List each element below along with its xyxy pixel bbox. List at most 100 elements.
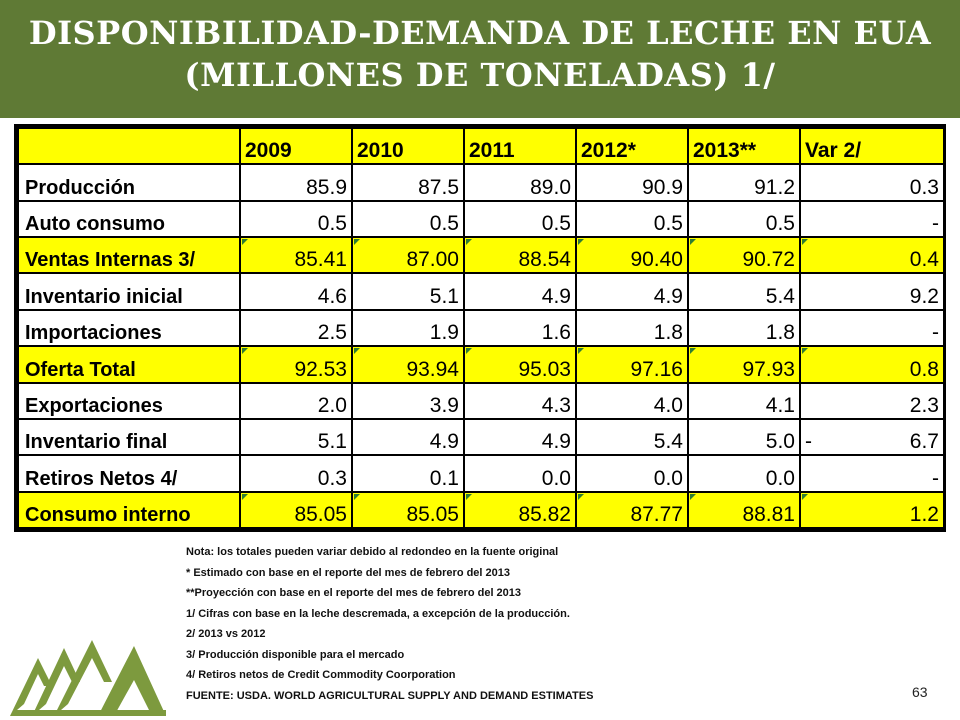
cell-value: 2.5 [317,321,347,345]
table-cell: 88.81 [687,490,801,530]
cell-value: 87.77 [630,503,683,526]
table-cell: 5.1 [351,272,465,311]
cell-value: 4.6 [317,284,347,308]
table-cell: - 6.7 [799,417,945,457]
cell-value: 5.4 [653,430,683,454]
column-header: 2013** [687,126,801,166]
cell-value: 97.93 [742,357,795,381]
cell-value: 1.2 [909,503,939,526]
table-cell: 4.0 [575,381,689,420]
table-cell: 2.0 [239,381,353,420]
footnote-line: * Estimado con base en el reporte del me… [186,566,511,579]
cell-value: 0.0 [653,466,683,490]
cell-value: 90.9 [642,175,683,199]
footnote-line: **Proyección con base en el reporte del … [186,587,522,599]
title-line-1: DISPONIBILIDAD-DEMANDA DE LECHE EN EUA [28,14,932,52]
table-cell: 85.9 [239,163,353,202]
table-cell: 89.0 [463,163,577,202]
table-row: Retiros Netos 4/0.3 0.1 0.0 0.0 0.0 - [17,454,945,493]
cell-value: 90.72 [742,248,795,272]
table-cell: 4.9 [351,417,465,457]
table-cell: 0.5 [463,199,577,239]
table-cell: 85.05 [351,490,465,530]
column-header: Var 2/ [799,126,945,166]
cell-value: 89.0 [530,175,571,199]
row-label: Inventario inicial [17,272,241,311]
column-header: 2009 [239,126,353,166]
table-cell: 4.1 [687,381,801,420]
table-row: Inventario inicial 4.6 5.1 4.9 4.9 5.4 9.2 [17,272,945,311]
table-row: Auto consumo 0.5 0.5 0.5 0.5 0.5 - [17,199,945,239]
table-cell: 85.05 [239,490,353,530]
table-row: Consumo interno 85.05 85.05 85.82 87.77 88.81… [17,490,945,530]
cell-value: 5.4 [765,284,795,308]
table-row: Producción 85.9 87.5 89.0 90.9 91.2 0.3 [17,163,945,202]
table-cell: 0.5 [351,199,465,239]
cell-value: 90.40 [630,248,683,272]
table-cell: 5.1 [239,417,353,457]
cell-value: 93.94 [406,357,459,381]
cell-value: 6.7 [909,430,939,454]
header-corner [17,126,241,166]
table-cell: 0.4 [799,236,945,275]
row-label: Retiros Netos 4/ [17,454,241,493]
row-label: Producción [17,163,241,202]
table-cell: 0.8 [799,345,945,384]
cell-value: 0.5 [541,212,571,236]
table-row: Importaciones 2.5 1.9 1.6 1.8 1.8 - [17,308,945,348]
table-cell: 4.9 [463,417,577,457]
cell-value: 97.16 [630,357,683,381]
cell-value: 0.5 [429,212,459,236]
cell-value: - [932,212,939,236]
cell-value: 0.0 [765,466,795,490]
table-cell: 2.5 [239,308,353,348]
cell-value: 5.0 [765,430,795,454]
cell-value: - [932,466,939,490]
table-cell: 90.72 [687,236,801,275]
table-cell: 0.3 [799,163,945,202]
row-label: Oferta Total [17,345,241,384]
cell-value: 91.2 [754,175,795,199]
cell-value: 95.03 [518,357,571,381]
footnote-line: 1/ Cifras con base en la leche descremad… [186,607,570,620]
row-label: Ventas Internas 3/ [17,236,241,275]
cell-value: 4.9 [653,284,683,308]
cell-value: 85.05 [406,503,459,526]
table-cell: 0.5 [239,199,353,239]
table-cell: 4.9 [463,272,577,311]
cell-value: 85.05 [294,503,347,526]
table-cell: 5.4 [687,272,801,311]
table-cell: 0.0 [687,454,801,493]
cell-value: 0.8 [909,357,939,381]
page-number: 63 [912,684,928,700]
cell-value: 0.3 [909,175,939,199]
table-cell: 85.41 [239,236,353,275]
cell-value: 0.4 [909,248,939,272]
table-cell: 1.9 [351,308,465,348]
cell-value: 0.5 [765,212,795,236]
cell-value: 92.53 [294,357,347,381]
cell-value: 0.0 [541,466,571,490]
table-cell: 9.2 [799,272,945,311]
table-cell: 1.2 [799,490,945,530]
cell-value: 4.3 [541,393,571,417]
cell-value: 87.5 [418,175,459,199]
column-header: 2012* [575,126,689,166]
row-label: Auto consumo [17,199,241,239]
cell-value: 4.9 [541,430,571,454]
table-cell: 4.6 [239,272,353,311]
table-cell: 2.3 [799,381,945,420]
table-row: Inventario final 5.1 4.9 4.9 5.4 5.0- 6.7 [17,417,945,457]
table-cell: 4.3 [463,381,577,420]
row-label: Importaciones [17,308,241,348]
table-cell: 0.5 [687,199,801,239]
cell-value: 85.41 [294,248,347,272]
cell-value: 0.5 [653,212,683,236]
page-title: DISPONIBILIDAD-DEMANDA DE LECHE EN EUA (… [0,12,960,96]
table-cell: - [799,454,945,493]
cell-value: 85.82 [518,503,571,526]
mountains-logo-icon [10,640,166,716]
table-cell: 97.16 [575,345,689,384]
cell-value: 4.9 [429,430,459,454]
table-cell: 5.4 [575,417,689,457]
